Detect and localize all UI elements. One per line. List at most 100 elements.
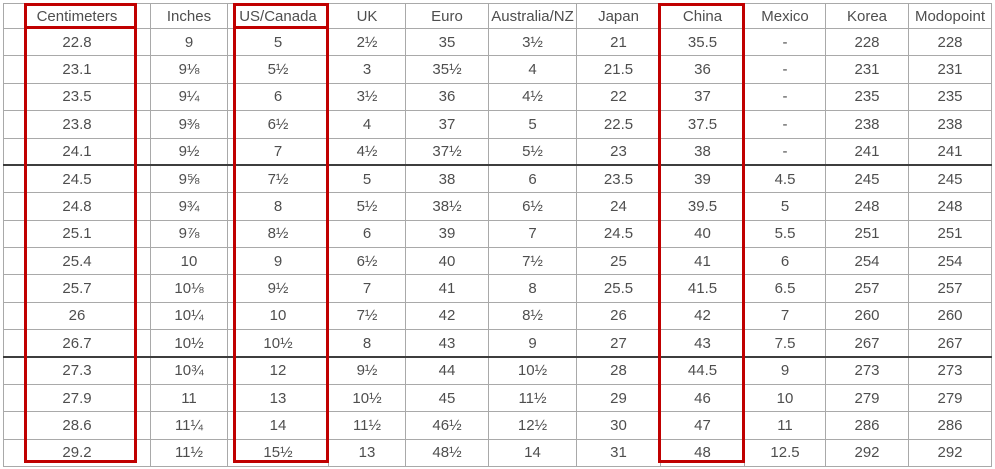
table-cell-uk: 8 [328,329,406,358]
table-cell-mexico: 10 [744,383,826,413]
column-header-uk: UK [328,3,406,29]
table-cell-korea: 267 [825,329,909,358]
table-cell-korea: 238 [825,110,909,139]
table-cell-centimeters: 25.1 [3,219,151,249]
table-cell-mexico: - [744,110,826,139]
table-cell-china: 43 [660,329,745,358]
table-cell-centimeters: 25.4 [3,246,151,276]
table-cell-us-canada: 15½ [227,438,329,468]
table-cell-australia-nz: 11½ [488,383,577,413]
table-cell-australia-nz: 4½ [488,82,577,112]
table-cell-australia-nz: 8 [488,274,577,303]
table-cell-inches: 9⅝ [150,164,228,194]
table-cell-inches: 9⅛ [150,55,228,84]
table-cell-modopoint: 260 [908,301,992,331]
table-cell-us-canada: 8½ [227,219,329,249]
table-cell-mexico: 6.5 [744,274,826,303]
table-cell-korea: 257 [825,274,909,303]
table-row: 28.6 11¼ 14 11½ 46½ 12½ 30 47 11 286 286 [3,411,992,440]
table-cell-mexico: 7.5 [744,329,826,358]
table-cell-centimeters: 22.8 [3,27,151,57]
column-header-us-canada: US/Canada [227,3,329,29]
table-cell-uk: 7 [328,274,406,303]
table-cell-inches: 10¾ [150,355,228,385]
table-cell-japan: 29 [576,383,661,413]
table-cell-mexico: 5 [744,192,826,221]
table-cell-china: 36 [660,55,745,84]
column-header-modopoint: Modopoint [908,3,992,29]
table-cell-uk: 5 [328,164,406,194]
table-cell-euro: 37½ [405,137,489,166]
table-cell-uk: 13 [328,438,406,468]
size-conversion-table: Centimeters Inches US/Canada UK Euro Australi… [3,3,992,468]
table-cell-us-canada: 7½ [227,164,329,194]
table-row: 26.7 10½ 10½ 8 43 9 27 43 7.5 267 267 [3,329,992,358]
table-cell-centimeters: 26.7 [3,329,151,358]
table-cell-japan: 21 [576,27,661,57]
table-cell-uk: 5½ [328,192,406,221]
table-cell-us-canada: 5½ [227,55,329,84]
table-cell-euro: 48½ [405,438,489,468]
table-cell-uk: 7½ [328,301,406,331]
table-cell-inches: 10½ [150,329,228,358]
table-cell-us-canada: 13 [227,383,329,413]
table-row: 25.1 9⅞ 8½ 6 39 7 24.5 40 5.5 251 251 [3,219,992,249]
table-cell-modopoint: 245 [908,164,992,194]
table-cell-uk: 11½ [328,411,406,440]
table-cell-inches: 11 [150,383,228,413]
table-cell-australia-nz: 6½ [488,192,577,221]
table-cell-mexico: 9 [744,355,826,385]
table-cell-australia-nz: 12½ [488,411,577,440]
table-cell-mexico: 6 [744,246,826,276]
table-cell-inches: 9⅜ [150,110,228,139]
table-cell-mexico: 11 [744,411,826,440]
column-header-japan: Japan [576,3,661,29]
table-cell-china: 39 [660,164,745,194]
table-cell-china: 38 [660,137,745,166]
column-header-centimeters: Centimeters [3,3,151,29]
table-cell-euro: 36 [405,82,489,112]
table-row: 24.5 9⅝ 7½ 5 38 6 23.5 39 4.5 245 245 [3,164,992,194]
table-cell-us-canada: 5 [227,27,329,57]
table-cell-inches: 9¾ [150,192,228,221]
table-row: 27.3 10¾ 12 9½ 44 10½ 28 44.5 9 273 273 [3,355,992,385]
column-header-euro: Euro [405,3,489,29]
table-cell-australia-nz: 7½ [488,246,577,276]
table-cell-uk: 4½ [328,137,406,166]
table-row: 23.5 9¼ 6 3½ 36 4½ 22 37-235 235 [3,82,992,112]
table-cell-china: 44.5 [660,355,745,385]
table-row: 23.1 9⅛ 5½ 3 35½ 4 21.5 36-231 231 [3,55,992,84]
table-cell-uk: 10½ [328,383,406,413]
table-cell-centimeters: 29.2 [3,438,151,468]
table-row: 25.7 10⅛ 9½ 7 41 8 25.5 41.5 6.5 257 257 [3,274,992,303]
table-cell-euro: 44 [405,355,489,385]
table-cell-mexico: - [744,27,826,57]
table-cell-modopoint: 228 [908,27,992,57]
table-cell-australia-nz: 5½ [488,137,577,166]
table-cell-centimeters: 23.1 [3,55,151,84]
table-cell-japan: 31 [576,438,661,468]
table-cell-australia-nz: 7 [488,219,577,249]
table-cell-euro: 39 [405,219,489,249]
table-cell-inches: 11½ [150,438,228,468]
table-cell-euro: 35 [405,27,489,57]
table-cell-uk: 6 [328,219,406,249]
table-cell-japan: 22 [576,82,661,112]
table-cell-inches: 11¼ [150,411,228,440]
table-cell-japan: 23.5 [576,164,661,194]
table-cell-china: 48 [660,438,745,468]
table-row: 25.4 10 9 6½ 40 7½ 25 41 6 254 254 [3,246,992,276]
table-cell-euro: 46½ [405,411,489,440]
table-row: 23.8 9⅜ 6½ 4 37 5 22.5 37.5-238 238 [3,110,992,139]
table-row: 24.8 9¾ 8 5½ 38½ 6½ 24 39.5 5 248 248 [3,192,992,221]
table-cell-korea: 286 [825,411,909,440]
table-cell-australia-nz: 6 [488,164,577,194]
table-cell-euro: 40 [405,246,489,276]
table-cell-korea: 251 [825,219,909,249]
table-cell-china: 35.5 [660,27,745,57]
column-header-mexico: Mexico [744,3,826,29]
table-header-row: Centimeters Inches US/Canada UK Euro Australi… [3,3,992,29]
table-cell-australia-nz: 14 [488,438,577,468]
table-cell-japan: 25.5 [576,274,661,303]
table-cell-us-canada: 9½ [227,274,329,303]
